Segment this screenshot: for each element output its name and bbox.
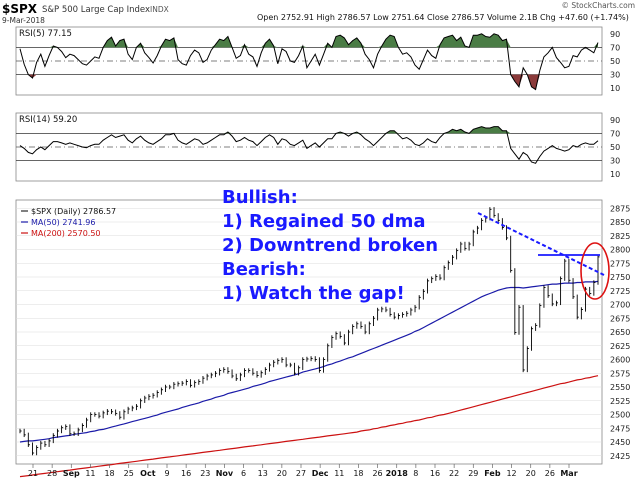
rsi5-tick-label: 70 xyxy=(610,43,620,52)
watermark: © StockCharts.com xyxy=(561,1,635,10)
x-tick-label: 26 xyxy=(545,469,555,478)
price-tick-label: 2550 xyxy=(610,383,630,392)
x-tick-label: Sep xyxy=(63,469,80,478)
x-tick-label: 23 xyxy=(200,469,210,478)
x-axis: 21 28 Sep 11 18 25 Oct 9 16 23 Nov 6 13 20 27 Dec 11 18 26… xyxy=(28,464,578,478)
x-tick-label: 26 xyxy=(372,469,382,478)
price-tick-label: 2800 xyxy=(610,246,630,255)
annotation-line-4: Bearish: xyxy=(222,259,306,280)
price-tick-label: 2450 xyxy=(610,438,630,447)
rsi5-frame xyxy=(15,26,603,96)
x-tick-label: Nov xyxy=(216,469,234,478)
rsi5-tick-label: 10 xyxy=(610,84,620,93)
price-tick-label: 2675 xyxy=(610,314,630,323)
symbol-label: $SPX xyxy=(2,2,38,16)
x-tick-label: 27 xyxy=(296,469,306,478)
price-tick-label: 2850 xyxy=(610,218,630,227)
x-tick-label: 25 xyxy=(124,469,134,478)
rsi5-panel: RSI(5) 77.15 10 30 50 70 90 xyxy=(15,26,620,96)
ma50-line xyxy=(19,280,599,443)
ma200-legend-label: MA(200) 2570.50 xyxy=(31,229,101,238)
rsi14-panel: RSI(14) 59.20 10 30 50 70 90 xyxy=(15,112,620,182)
ohlc-summary: Open 2752.91 High 2786.57 Low 2751.64 Cl… xyxy=(257,13,629,22)
rsi14-overbought-fill xyxy=(20,126,598,134)
x-tick-label: 18 xyxy=(353,469,363,478)
price-legend: $SPX (Daily) 2786.57 MA(50) 2741.96 MA(2… xyxy=(21,207,116,238)
price-tick-label: 2750 xyxy=(610,273,630,282)
x-tick-label: 11 xyxy=(334,469,344,478)
annotation-text: Bullish: 1) Regained 50 dma 2) Downtrend… xyxy=(222,187,438,304)
rsi14-legend: RSI(14) 59.20 xyxy=(19,115,77,125)
x-tick-label: 21 xyxy=(28,469,38,478)
x-tick-label: 2018 xyxy=(386,469,409,478)
x-tick-label: Oct xyxy=(140,469,156,478)
price-tick-label: 2500 xyxy=(610,411,630,420)
ma50-legend-label: MA(50) 2741.96 xyxy=(31,218,95,227)
price-tick-label: 2700 xyxy=(610,301,630,310)
rsi14-line xyxy=(19,126,599,164)
x-tick-label: 28 xyxy=(47,469,57,478)
rsi5-tick-label: 50 xyxy=(610,57,620,66)
price-tick-label: 2600 xyxy=(610,356,630,365)
x-tick-label: Dec xyxy=(312,469,329,478)
x-tick-label: 13 xyxy=(258,469,268,478)
rsi14-tick-label: 70 xyxy=(610,129,620,138)
x-tick-label: Feb xyxy=(484,469,501,478)
x-tick-label: 29 xyxy=(468,469,478,478)
downtrend-line xyxy=(477,212,605,276)
ma200-line xyxy=(19,375,599,478)
annotation-line-5: 1) Watch the gap! xyxy=(222,283,405,304)
price-tick-label: 2725 xyxy=(610,287,630,296)
price-tick-label: 2575 xyxy=(610,369,630,378)
chart-date: 9-Mar-2018 xyxy=(2,16,45,25)
x-tick-label: 12 xyxy=(506,469,516,478)
price-tick-label: 2650 xyxy=(610,328,630,337)
price-panel: 2425245024752500252525502575260026252650… xyxy=(15,187,630,478)
index-name: S&P 500 Large Cap Index xyxy=(42,5,150,15)
price-tick-label: 2825 xyxy=(610,232,630,241)
rsi14-tick-label: 10 xyxy=(610,170,620,179)
rsi5-legend: RSI(5) 77.15 xyxy=(19,29,72,39)
price-tick-label: 2625 xyxy=(610,342,630,351)
annotation-line-3: 2) Downtrend broken xyxy=(222,235,438,256)
x-tick-label: 16 xyxy=(181,469,191,478)
annotation-line-1: Bullish: xyxy=(222,187,298,208)
x-tick-label: 9 xyxy=(164,469,169,478)
x-tick-label: 16 xyxy=(430,469,440,478)
x-tick-label: 20 xyxy=(277,469,287,478)
price-tick-label: 2525 xyxy=(610,397,630,406)
rsi14-tick-label: 90 xyxy=(610,116,620,125)
price-legend-label: $SPX (Daily) 2786.57 xyxy=(31,207,116,216)
rsi5-tick-label: 90 xyxy=(610,30,620,39)
annotation-line-2: 1) Regained 50 dma xyxy=(222,211,426,232)
price-tick-label: 2875 xyxy=(610,204,630,213)
rsi5-line xyxy=(19,33,599,91)
price-tick-label: 2425 xyxy=(610,452,630,461)
price-tick-label: 2775 xyxy=(610,259,630,268)
x-tick-label: 6 xyxy=(241,469,246,478)
x-tick-label: 20 xyxy=(526,469,536,478)
x-tick-label: 11 xyxy=(85,469,95,478)
x-tick-label: 8 xyxy=(413,469,418,478)
rsi14-tick-label: 50 xyxy=(610,143,620,152)
x-tick-label: 22 xyxy=(449,469,459,478)
exchange-label: INDX xyxy=(150,5,169,14)
x-tick-label: 18 xyxy=(104,469,114,478)
rsi14-tick-label: 30 xyxy=(610,157,620,166)
highlight-circle xyxy=(580,242,610,300)
rsi5-tick-label: 30 xyxy=(610,71,620,80)
x-tick-label: Mar xyxy=(560,469,577,478)
price-tick-label: 2475 xyxy=(610,424,630,433)
